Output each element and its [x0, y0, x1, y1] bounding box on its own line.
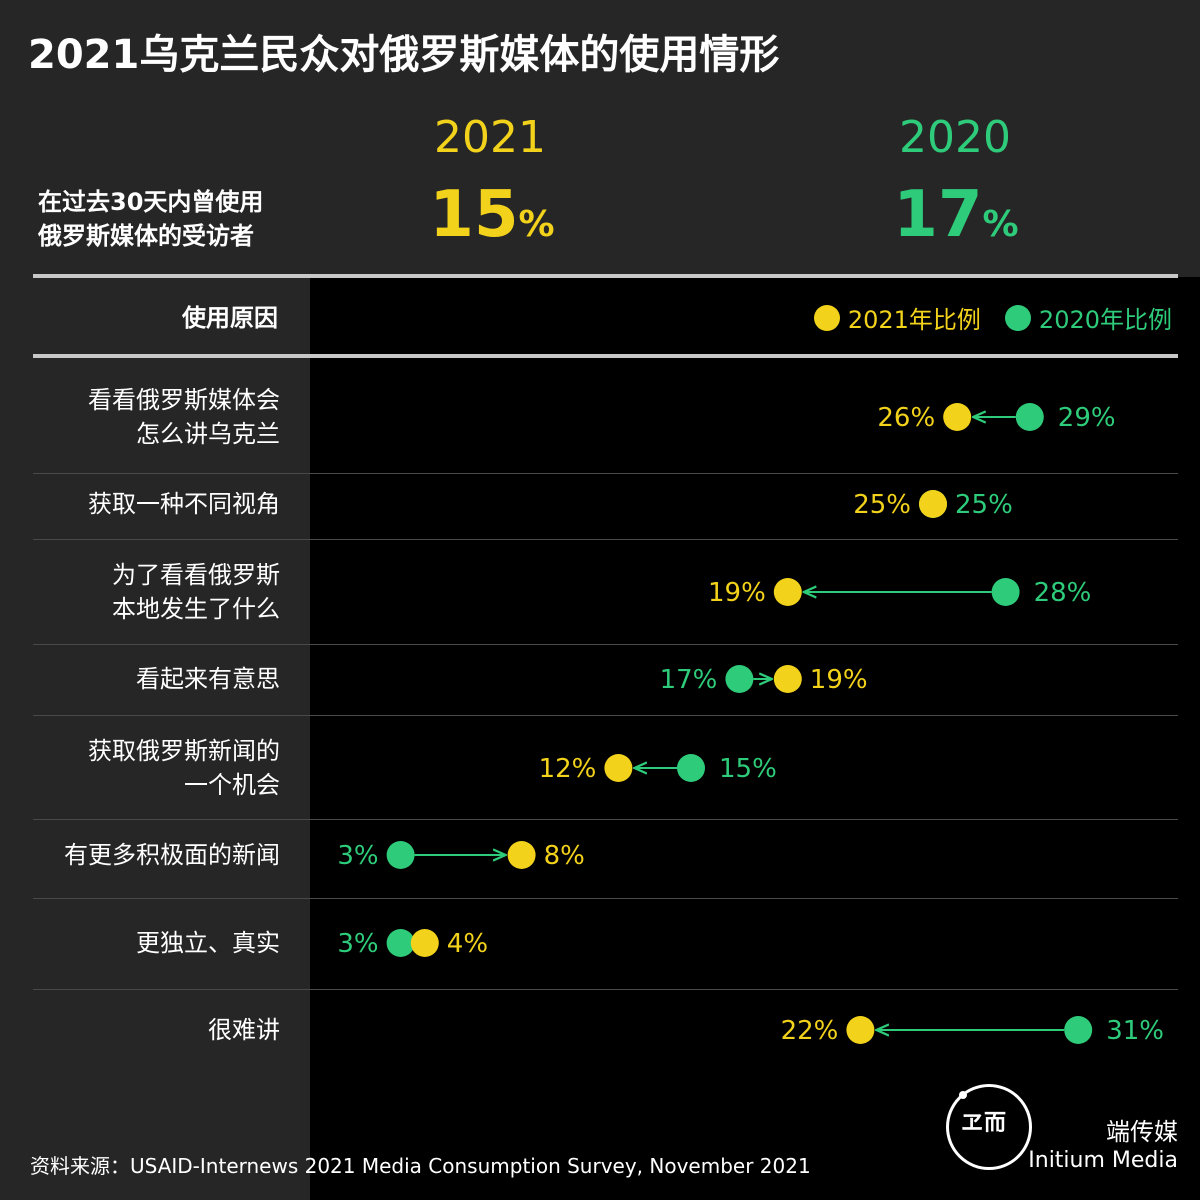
value-label-2021: 26% — [877, 403, 935, 433]
dot-2021 — [846, 1016, 875, 1044]
summary-label-line2: 俄罗斯媒体的受访者 — [38, 222, 254, 250]
dot-2020 — [386, 841, 415, 869]
value-label-2021: 19% — [810, 665, 868, 695]
value-label-2021: 25% — [853, 490, 911, 520]
category-label: 获取俄罗斯新闻的一个机会 — [20, 734, 280, 802]
dot-2021 — [410, 929, 439, 957]
row-divider — [33, 989, 1178, 990]
reason-column-header: 使用原因 — [182, 304, 278, 332]
value-label-2020: 3% — [337, 841, 378, 871]
category-label-line: 看看俄罗斯媒体会 — [88, 386, 280, 414]
value-label-2021: 12% — [539, 754, 597, 784]
category-label-line: 一个机会 — [184, 771, 280, 799]
dot-2021 — [604, 754, 633, 782]
value-label-2020: 15% — [719, 754, 777, 784]
summary-value-2021: 15% — [362, 178, 622, 252]
value-label-2020: 29% — [1058, 403, 1116, 433]
divider-top — [33, 274, 1178, 278]
row-divider — [33, 644, 1178, 645]
value-label-2021: 8% — [544, 841, 585, 871]
dot-2020 — [919, 490, 947, 518]
year-2021-label: 2021 — [434, 112, 546, 163]
category-label-line: 怎么讲乌克兰 — [136, 420, 280, 448]
summary-value-2020-pct: % — [982, 204, 1019, 245]
initium-logo: ヱ而 — [946, 1084, 1032, 1170]
brand-name-en: Initium Media — [1028, 1148, 1178, 1173]
category-label-line: 为了看看俄罗斯 — [112, 561, 280, 589]
summary-value-2021-number: 15 — [429, 178, 519, 252]
year-2020-label: 2020 — [899, 112, 1011, 163]
row-divider — [33, 539, 1178, 540]
category-panel — [0, 277, 310, 1200]
dot-2021 — [919, 490, 947, 518]
legend-label-2020: 2020年比例 — [1038, 306, 1172, 334]
value-label-2021: 19% — [708, 578, 766, 608]
category-label: 很难讲 — [20, 1013, 280, 1047]
row-divider — [33, 819, 1178, 820]
category-label-line: 很难讲 — [208, 1016, 280, 1044]
row-divider — [33, 473, 1178, 474]
legend-item-2021: 2021年比例 — [813, 300, 981, 335]
dot-2020 — [725, 665, 754, 693]
legend-item-2020: 2020年比例 — [1004, 300, 1172, 335]
row-divider — [33, 898, 1178, 899]
category-label-line: 获取俄罗斯新闻的 — [88, 737, 280, 765]
dot-2021 — [773, 578, 802, 606]
summary-value-2021-pct: % — [518, 204, 555, 245]
header-panel — [0, 0, 1200, 277]
category-label: 看起来有意思 — [20, 662, 280, 696]
category-label: 为了看看俄罗斯 本地发生了什么 — [20, 558, 280, 626]
source-note: 资料来源：USAID-Internews 2021 Media Consumpt… — [30, 1154, 811, 1178]
category-label: 更独立、真实 — [20, 926, 280, 960]
dot-2020 — [991, 578, 1020, 606]
value-label-2020: 25% — [955, 490, 1013, 520]
category-label-line: 本地发生了什么 — [112, 595, 280, 623]
summary-value-2020-number: 17 — [893, 178, 983, 252]
category-label-line: 更独立、真实 — [136, 929, 280, 957]
dot-2021 — [773, 665, 802, 693]
value-label-2021: 22% — [781, 1016, 839, 1046]
category-label: 有更多积极面的新闻 — [20, 838, 280, 872]
value-label-2020: 3% — [337, 929, 378, 959]
category-label-line: 获取一种不同视角 — [88, 490, 280, 518]
category-label-line: 看起来有意思 — [136, 665, 280, 693]
brand-name-cn: 端传媒 — [1106, 1118, 1178, 1146]
value-label-2020: 31% — [1106, 1016, 1164, 1046]
category-label-line: 有更多积极面的新闻 — [64, 841, 280, 869]
legend-dot-2021 — [813, 304, 840, 331]
summary-label-line1: 在过去30天内曾使用 — [38, 188, 264, 216]
value-label-2021: 4% — [447, 929, 488, 959]
page-title: 2021乌克兰民众对俄罗斯媒体的使用情形 — [28, 32, 780, 78]
value-label-2020: 17% — [660, 665, 718, 695]
dot-2020 — [1064, 1016, 1093, 1044]
row-divider — [33, 715, 1178, 716]
summary-value-2020: 17% — [826, 178, 1086, 252]
dot-2020 — [677, 754, 705, 782]
logo-mark: ヱ而 — [961, 1111, 1008, 1136]
category-label: 看看俄罗斯媒体会怎么讲乌克兰 — [20, 383, 280, 451]
dot-2020 — [1015, 403, 1044, 431]
value-label-2020: 28% — [1034, 578, 1092, 608]
divider-header — [33, 354, 1178, 358]
summary-label: 在过去30天内曾使用 俄罗斯媒体的受访者 — [38, 185, 313, 253]
legend: 2021年比例 2020年比例 — [790, 300, 1172, 335]
dot-2021 — [943, 403, 972, 431]
legend-dot-2020 — [1004, 304, 1031, 331]
category-label: 获取一种不同视角 — [20, 487, 280, 521]
logo-dot — [959, 1091, 967, 1099]
legend-label-2021: 2021年比例 — [847, 306, 981, 334]
dot-2020 — [386, 929, 415, 957]
dot-2021 — [507, 841, 536, 869]
